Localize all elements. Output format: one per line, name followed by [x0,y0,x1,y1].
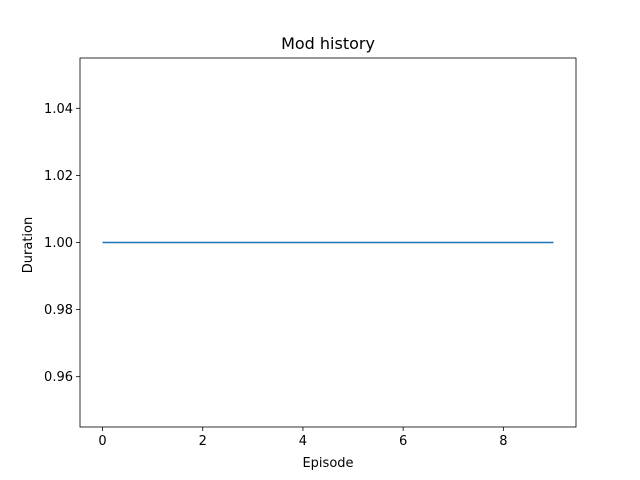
chart-title: Mod history [281,34,375,53]
axes-frame [79,57,577,428]
x-axis-label: Episode [302,456,353,471]
y-tick-label: 1.02 [44,169,73,184]
y-tick-label: 1.00 [44,236,73,251]
y-tick-label: 0.96 [44,370,73,385]
x-tick-label: 8 [499,434,507,449]
x-tick-label: 2 [199,434,207,449]
y-tick-label: 0.98 [44,303,73,318]
x-tick-label: 0 [98,434,106,449]
x-tick-label: 6 [399,434,407,449]
x-tick-label: 4 [299,434,307,449]
y-axis-label: Duration [21,217,36,273]
plot-area: 0 2 4 6 8 0.96 0.98 1.00 1.02 1.04 [44,57,577,449]
y-tick-label: 1.04 [44,102,73,117]
